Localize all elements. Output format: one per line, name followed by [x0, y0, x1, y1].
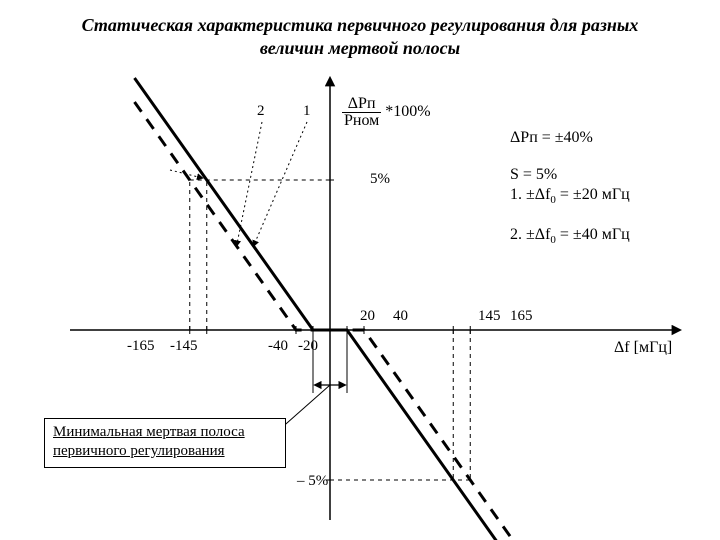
tick-m40: -40 — [268, 338, 288, 355]
tick-p165: 165 — [510, 308, 533, 325]
tick-m20: -20 — [298, 338, 318, 355]
fraction: ΔPп Pном — [342, 96, 381, 129]
y-axis-formula: ΔPп Pном *100% — [342, 96, 431, 129]
annot-line-2: 2. ±Δf0 = ±40 мГц — [510, 225, 630, 247]
tick-m5pct: – 5% — [297, 473, 328, 490]
pointer-label-1: 1 — [303, 103, 311, 120]
tick-p5pct: 5% — [370, 171, 390, 188]
tick-m145: -145 — [170, 338, 198, 355]
formula-suffix: *100% — [385, 103, 430, 120]
annot-s: S = 5% — [510, 165, 557, 184]
tick-p20: 20 — [360, 308, 375, 325]
tick-m165: -165 — [127, 338, 155, 355]
annot-delta-p: ΔPп = ±40% — [510, 128, 593, 147]
fraction-numerator: ΔPп — [342, 96, 381, 113]
fraction-denominator: Pном — [342, 113, 381, 129]
callout-line-2: первичного регулирования — [53, 443, 225, 459]
x-axis-label: Δf [мГц] — [614, 338, 672, 357]
tick-p145: 145 — [478, 308, 501, 325]
annot-line-1: 1. ±Δf0 = ±20 мГц — [510, 185, 630, 207]
deadband-callout-box: Минимальная мертвая полоса первичного ре… — [44, 418, 286, 468]
tick-p40: 40 — [393, 308, 408, 325]
pointer-label-2: 2 — [257, 103, 265, 120]
callout-line-1: Минимальная мертвая полоса — [53, 424, 245, 440]
